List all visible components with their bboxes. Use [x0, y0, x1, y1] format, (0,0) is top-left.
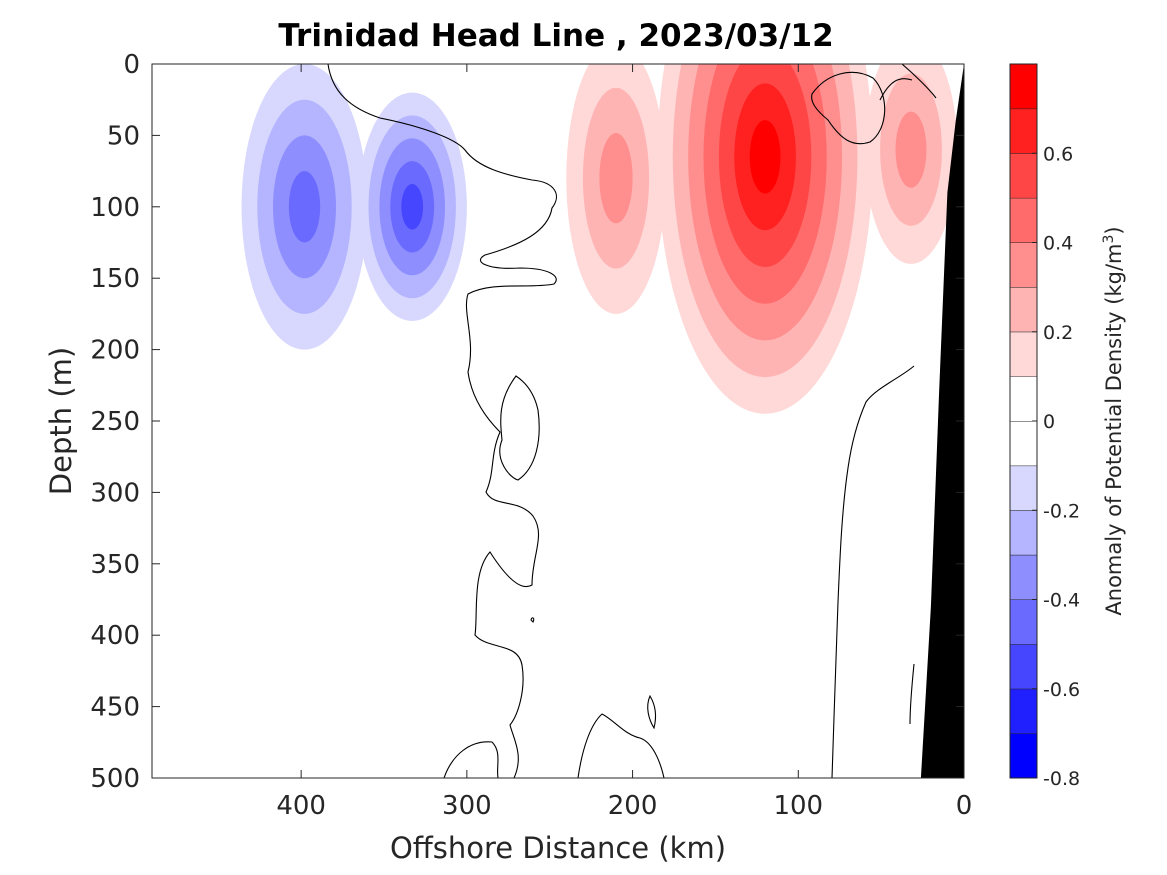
zero-contour-nearshore-top [901, 64, 937, 99]
colorbar-title: Anomaly of Potential Density (kg/m3) [1101, 226, 1126, 615]
colorbar-swatch-6 [1010, 465, 1037, 511]
colorbar-tick-label: 0 [1043, 411, 1055, 433]
zero-contour-main [327, 64, 557, 778]
y-axis: 0 50 100 150 200 250 300 350 400 450 500 [90, 50, 964, 794]
y-tick-label: 200 [90, 336, 140, 366]
colorbar-swatch-1 [1010, 688, 1037, 734]
colorbar-swatch-5 [1010, 510, 1037, 555]
zero-contour-bottom-2 [577, 713, 665, 778]
colorbar-tick-label: 0.4 [1043, 233, 1073, 255]
colorbar-swatch-4 [1010, 554, 1037, 600]
colorbar-swatch-3 [1010, 599, 1037, 645]
y-tick-label: 500 [90, 764, 140, 794]
cold-core-east-band-5 [401, 184, 424, 230]
contour-fills [241, 64, 958, 414]
chart-title: Trinidad Head Line , 2023/03/12 [278, 18, 833, 54]
zero-contour-ring [811, 71, 886, 145]
colorbar-tick-label: 0.2 [1043, 322, 1073, 344]
colorbar-tick-label: -0.8 [1043, 768, 1080, 790]
zero-contour-dot [530, 617, 535, 623]
x-tick-label: 100 [773, 791, 823, 821]
colorbar-tick-label: -0.4 [1043, 590, 1080, 612]
zero-contour-sliver [909, 663, 915, 725]
colorbar-tick-label: -0.2 [1043, 500, 1080, 522]
warm-lobe-west-band-3 [599, 133, 633, 224]
colorbar-swatch-14 [1010, 108, 1037, 154]
colorbar-swatch-15 [1010, 64, 1037, 109]
zero-contour-nearshore-deep [831, 365, 915, 778]
y-tick-label: 350 [90, 550, 140, 580]
y-tick-label: 150 [90, 264, 140, 294]
colorbar-swatch-9 [1010, 331, 1037, 377]
colorbar-swatch-13 [1010, 153, 1037, 198]
y-tick-label: 250 [90, 407, 140, 437]
zero-contour-bottom-1 [443, 741, 499, 778]
zero-contour-nearshore-mid [879, 78, 913, 101]
cold-core-west-band-4 [288, 171, 321, 243]
colorbar-swatch-12 [1010, 197, 1037, 243]
y-axis-title: Depth (m) [44, 347, 78, 495]
y-tick-label: 0 [123, 50, 140, 80]
x-tick-label: 400 [276, 791, 326, 821]
warm-core-band-7 [749, 120, 781, 194]
zero-contour-lines [327, 64, 937, 778]
y-tick-label: 300 [90, 478, 140, 508]
plot-area: 400 300 200 100 0 0 50 100 150 200 250 300 350 400 45… [90, 50, 972, 821]
x-tick-label: 300 [442, 791, 492, 821]
y-tick-label: 100 [90, 193, 140, 223]
colorbar-tick-label: 0.6 [1043, 143, 1073, 165]
x-axis: 400 300 200 100 0 [276, 64, 972, 821]
y-tick-label: 450 [90, 693, 140, 723]
colorbar-swatch-7 [1010, 421, 1037, 466]
x-tick-label: 0 [956, 791, 973, 821]
colorbar-swatch-11 [1010, 242, 1037, 288]
zero-contour-island-1 [499, 375, 540, 481]
zero-contour-bottom-3 [647, 694, 657, 730]
x-tick-label: 200 [608, 791, 658, 821]
colorbar: -0.8 -0.6 -0.4 -0.2 0 0.2 0.4 0.6 [1009, 63, 1080, 790]
colorbar-tick-label: -0.6 [1043, 679, 1080, 701]
colorbar-swatch-8 [1010, 376, 1037, 421]
bathymetry-fill [920, 64, 964, 778]
warm-lobe-east-band-3 [895, 111, 927, 188]
y-tick-label: 400 [90, 621, 140, 651]
colorbar-swatch-10 [1010, 287, 1037, 332]
y-tick-label: 50 [107, 121, 140, 151]
colorbar-swatch-0 [1010, 733, 1037, 778]
colorbar-swatch-2 [1010, 644, 1037, 689]
x-axis-title: Offshore Distance (km) [390, 831, 726, 865]
